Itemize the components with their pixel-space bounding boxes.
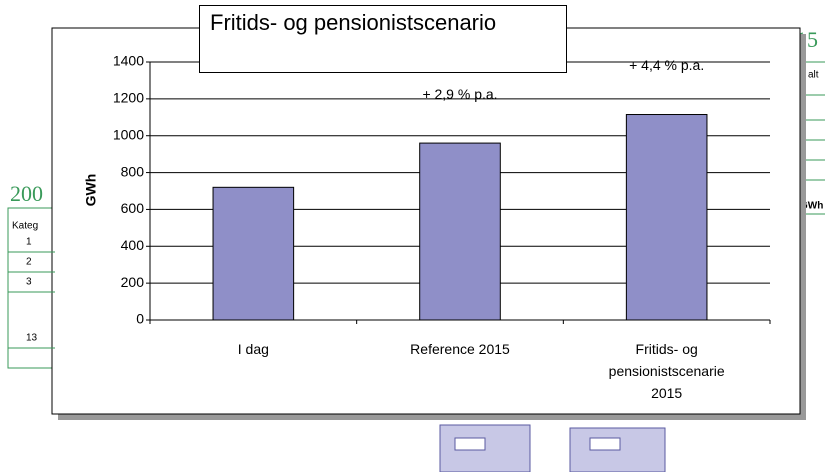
x-tick-label-box: Reference 2015 xyxy=(375,338,545,418)
x-tick-label: I dag xyxy=(168,338,338,360)
bar xyxy=(626,115,707,320)
y-tick-label: 800 xyxy=(121,163,145,179)
x-tick-label-box: Fritids- og pensionistscenarie 2015 xyxy=(582,338,752,418)
annotation: + 2,9 % p.a. xyxy=(422,86,497,102)
y-tick-label: 400 xyxy=(121,237,145,253)
x-tick-label: Reference 2015 xyxy=(375,338,545,360)
y-tick-label: 200 xyxy=(121,274,145,290)
bg-building xyxy=(440,425,665,472)
chart-title: Fritids- og pensionistscenario xyxy=(199,5,567,73)
y-tick-label: 1200 xyxy=(113,90,144,106)
bg-row: 2 xyxy=(26,257,32,268)
page: 200 Kateg 15 i alt GWh GWh 1231302004006… xyxy=(0,0,825,472)
bg-table xyxy=(8,208,54,368)
bar xyxy=(213,187,294,320)
y-tick-label: 1000 xyxy=(113,126,144,142)
annotation: + 4,4 % p.a. xyxy=(629,57,704,73)
x-tick-label: Fritids- og pensionistscenarie 2015 xyxy=(592,338,742,404)
y-tick-label: 600 xyxy=(121,200,145,216)
bg-row: 1 xyxy=(26,237,32,248)
y-tick-label: 1400 xyxy=(113,53,144,69)
bg-row: 13 xyxy=(26,333,38,344)
bg-column: Kateg xyxy=(12,221,38,232)
x-tick-label-box: I dag xyxy=(168,338,338,418)
bg-row: 3 xyxy=(26,277,32,288)
y-tick-label: 0 xyxy=(136,311,144,327)
bar xyxy=(420,143,501,320)
y-axis-label: GWh xyxy=(83,174,99,207)
bg-heading: 200 xyxy=(10,181,43,206)
